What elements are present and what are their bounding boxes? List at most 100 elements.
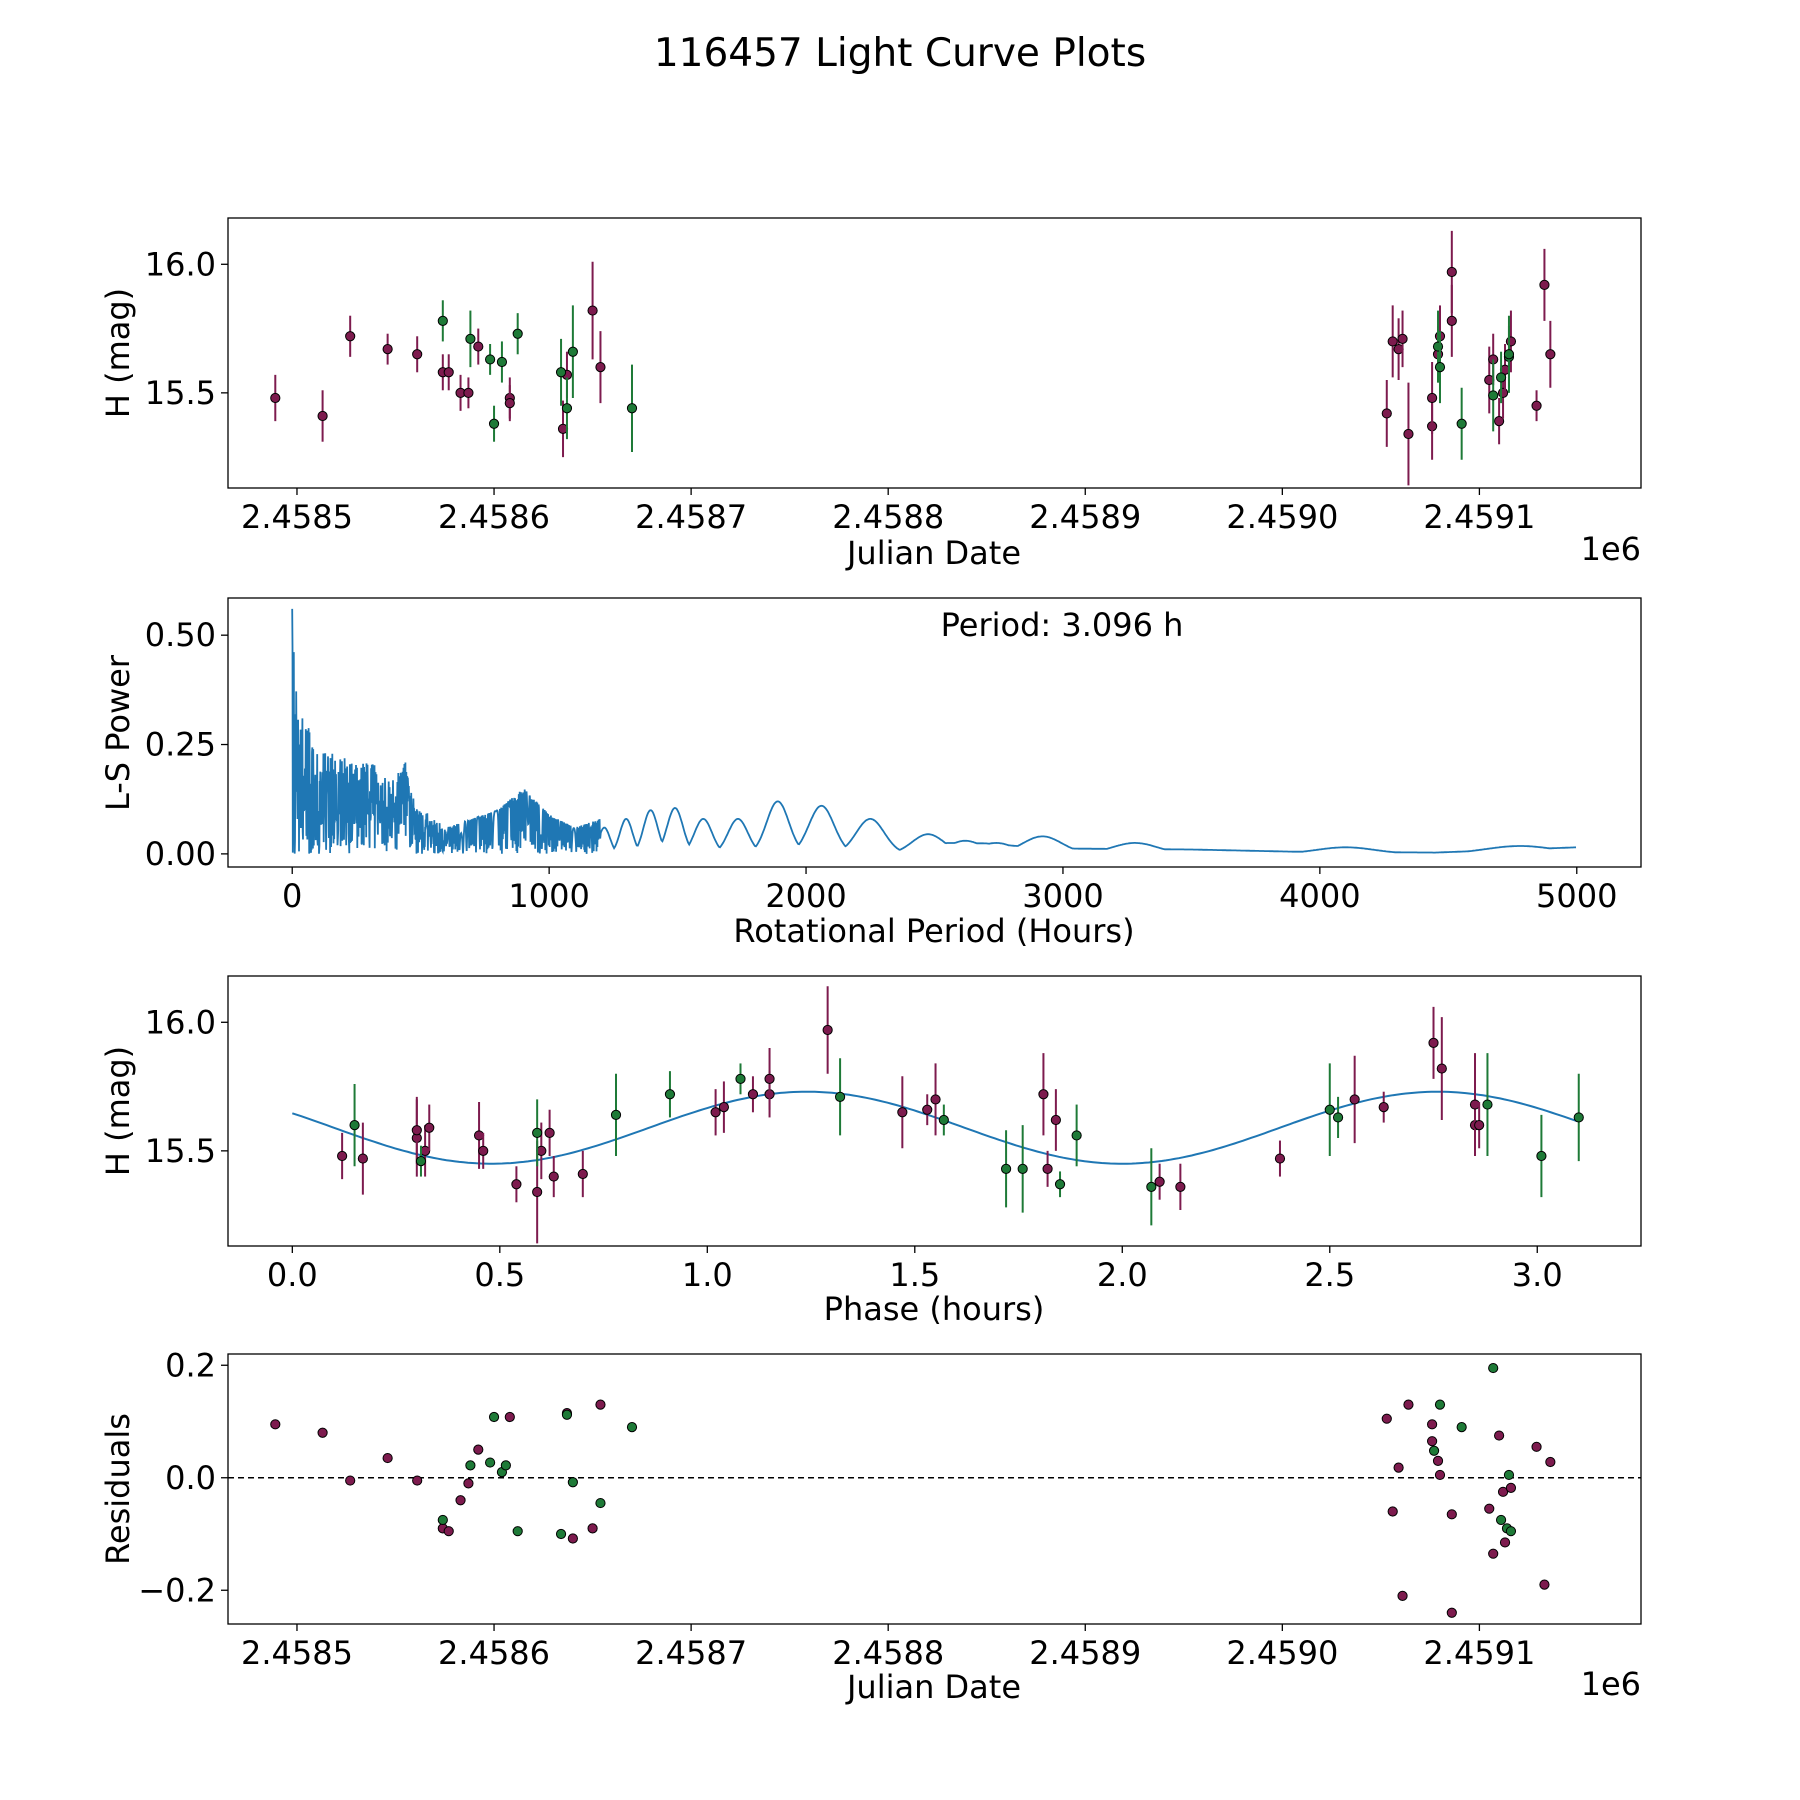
residuals-point-green bbox=[485, 1457, 496, 1468]
phase-point-maroon bbox=[1474, 1120, 1485, 1131]
phase-point-green bbox=[735, 1073, 746, 1084]
periodogram-ytick-label: 0.00 bbox=[145, 835, 216, 873]
phase-xlabel: Phase (hours) bbox=[824, 1290, 1045, 1328]
phase-point-maroon bbox=[577, 1168, 588, 1180]
phase-point-maroon bbox=[1175, 1181, 1186, 1192]
lightcurve-point-green bbox=[555, 367, 567, 378]
residuals-point-green bbox=[437, 1514, 448, 1526]
residuals-panel: 2.4585 2.4586 2.4587 2.4588 2.4589 2.4590 2.45… bbox=[99, 1346, 1642, 1706]
lightcurve-point-green bbox=[1456, 418, 1467, 429]
lightcurve-point-maroon bbox=[1387, 336, 1398, 347]
residuals-point-maroon bbox=[455, 1495, 466, 1506]
phase-point-green bbox=[1573, 1112, 1584, 1123]
lightcurve-point-green bbox=[561, 403, 573, 414]
phase-point-maroon bbox=[548, 1171, 559, 1182]
lightcurve-ytick-label: 16.0 bbox=[145, 245, 216, 283]
phase-point-maroon bbox=[747, 1089, 759, 1100]
phase-marks bbox=[291, 986, 1584, 1244]
residuals-point-maroon bbox=[1387, 1506, 1398, 1517]
lightcurve-point-maroon bbox=[1497, 387, 1509, 398]
phase-point-maroon bbox=[710, 1107, 721, 1118]
lightcurve-point-maroon bbox=[587, 305, 598, 316]
residuals-xtick-label: 2.4589 bbox=[1029, 1634, 1141, 1672]
phase-point-green bbox=[1482, 1099, 1493, 1110]
residuals-point-maroon bbox=[1531, 1441, 1542, 1452]
phase-xtick-label: 1.0 bbox=[682, 1256, 733, 1294]
residuals-point-green bbox=[595, 1497, 606, 1509]
lightcurve-point-green bbox=[512, 328, 523, 339]
residuals-point-maroon bbox=[1497, 1486, 1509, 1497]
lightcurve-ticks: 2.4585 2.4586 2.4587 2.4588 2.4589 2.4590 2.45… bbox=[145, 245, 1536, 536]
phase-panel: 0.0 0.5 1.0 1.5 2.0 2.5 3.0 15.5 16.0 Phase (hou… bbox=[99, 975, 1642, 1328]
residuals-ytick-label: 0.2 bbox=[165, 1346, 216, 1384]
residuals-point-maroon bbox=[1446, 1607, 1457, 1618]
lightcurve-point-maroon bbox=[504, 398, 515, 409]
lightcurve-marks bbox=[270, 230, 1556, 486]
phase-xtick-label: 2.5 bbox=[1304, 1256, 1355, 1294]
residuals-point-maroon bbox=[473, 1444, 484, 1455]
lightcurve-xlabel: Julian Date bbox=[845, 534, 1021, 572]
phase-point-maroon bbox=[1042, 1163, 1053, 1174]
lightcurve-xtick-label: 2.4586 bbox=[438, 498, 550, 536]
phase-point-maroon bbox=[1154, 1176, 1165, 1187]
lightcurve-point-maroon bbox=[1505, 336, 1517, 347]
phase-point-maroon bbox=[1274, 1153, 1286, 1164]
residuals-point-maroon bbox=[567, 1533, 578, 1544]
periodogram-power-line bbox=[291, 608, 1577, 855]
residuals-xtick-label: 2.4590 bbox=[1226, 1634, 1338, 1672]
residuals-xtick-label: 2.4588 bbox=[832, 1634, 944, 1672]
lightcurve-point-green bbox=[1432, 341, 1444, 352]
phase-point-maroon bbox=[822, 1024, 833, 1036]
periodogram-xtick-label: 0 bbox=[282, 877, 302, 915]
phase-point-green bbox=[532, 1127, 543, 1138]
residuals-point-green bbox=[488, 1411, 500, 1423]
lightcurve-xtick-label: 2.4588 bbox=[832, 498, 944, 536]
lightcurve-point-maroon bbox=[1531, 400, 1542, 411]
lightcurve-point-green bbox=[1488, 390, 1499, 401]
lightcurve-offset-label: 1e6 bbox=[1581, 530, 1641, 568]
periodogram-xtick-label: 2000 bbox=[765, 877, 846, 915]
periodogram-ytick-label: 0.25 bbox=[145, 726, 216, 764]
phase-xtick-label: 3.0 bbox=[1512, 1256, 1563, 1294]
lightcurve-point-green bbox=[1495, 372, 1507, 383]
periodogram-xtick-label: 1000 bbox=[508, 877, 589, 915]
residuals-point-maroon bbox=[1427, 1419, 1438, 1430]
residuals-point-maroon bbox=[1446, 1509, 1457, 1520]
residuals-point-maroon bbox=[1434, 1469, 1446, 1481]
residuals-ytick-label: 0.0 bbox=[165, 1459, 216, 1497]
lightcurve-point-maroon bbox=[382, 344, 393, 355]
lightcurve-point-maroon bbox=[595, 362, 606, 373]
lightcurve-point-maroon bbox=[270, 392, 281, 404]
residuals-point-green bbox=[555, 1528, 567, 1540]
phase-xtick-label: 0.5 bbox=[474, 1256, 525, 1294]
lightcurve-ytick-label: 15.5 bbox=[145, 374, 216, 412]
lightcurve-axes-frame bbox=[227, 217, 1642, 489]
lightcurve-point-green bbox=[485, 354, 496, 365]
lightcurve-panel: 2.4585 2.4586 2.4587 2.4588 2.4589 2.4590 2.45… bbox=[99, 217, 1642, 572]
residuals-point-green bbox=[1434, 1399, 1446, 1410]
periodogram-xtick-label: 4000 bbox=[1279, 877, 1360, 915]
periodogram-xtick-label: 3000 bbox=[1022, 877, 1103, 915]
residuals-xtick-label: 2.4586 bbox=[438, 1634, 550, 1672]
residuals-point-green bbox=[500, 1460, 511, 1471]
periodogram-xlabel: Rotational Period (Hours) bbox=[733, 912, 1134, 950]
lightcurve-point-maroon bbox=[1403, 428, 1414, 440]
residuals-offset-label: 1e6 bbox=[1581, 1665, 1641, 1703]
phase-ylabel: H (mag) bbox=[99, 1046, 137, 1176]
periodogram-annotation: Period: 3.096 h bbox=[941, 606, 1184, 644]
phase-point-green bbox=[415, 1156, 427, 1167]
residuals-point-maroon bbox=[587, 1523, 598, 1534]
phase-point-maroon bbox=[1038, 1089, 1049, 1100]
residuals-point-maroon bbox=[1494, 1430, 1505, 1441]
residuals-point-maroon bbox=[1545, 1456, 1556, 1468]
residuals-point-green bbox=[512, 1526, 523, 1537]
lightcurve-xtick-label: 2.4591 bbox=[1423, 498, 1535, 536]
periodogram-marks bbox=[291, 608, 1577, 855]
residuals-point-maroon bbox=[443, 1526, 454, 1537]
residuals-point-maroon bbox=[1393, 1462, 1404, 1473]
periodogram-axes-frame bbox=[227, 597, 1642, 868]
residuals-point-maroon bbox=[1427, 1436, 1438, 1447]
periodogram-ticks: 0 1000 2000 3000 4000 5000 0.00 0.25 0.50 bbox=[145, 616, 1618, 915]
